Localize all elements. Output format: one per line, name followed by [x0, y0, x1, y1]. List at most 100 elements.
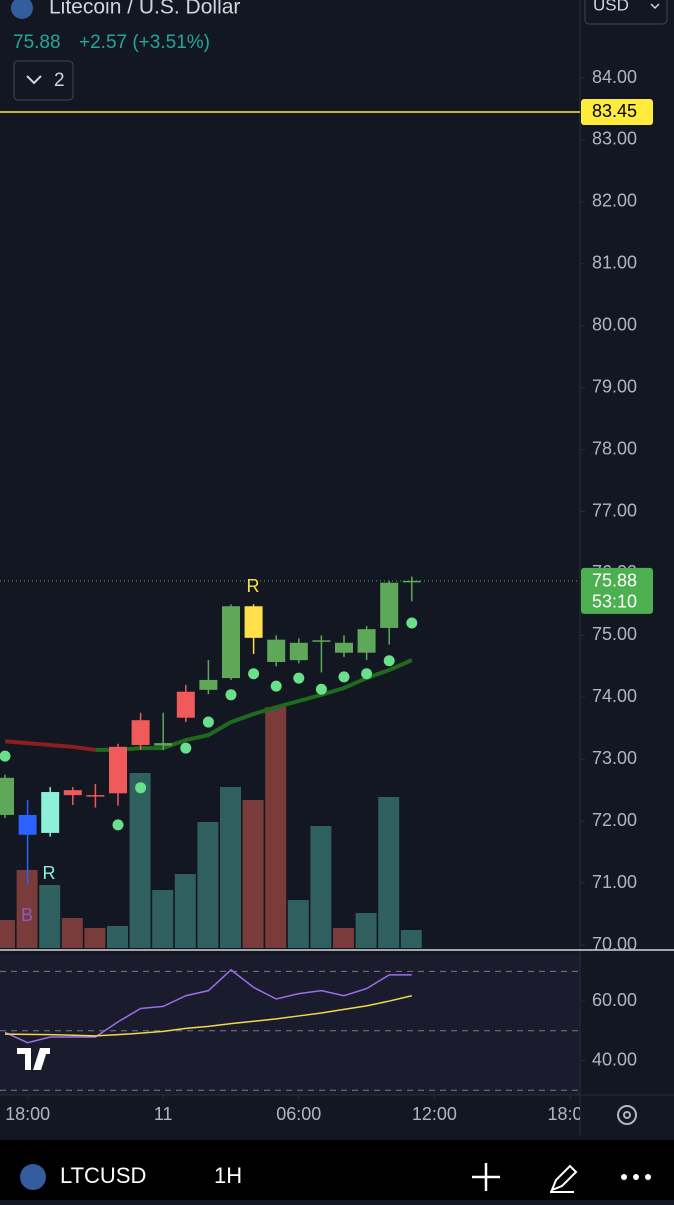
candle-body: [63, 790, 82, 796]
volume-bar: [174, 874, 196, 948]
volume-bar: [265, 707, 287, 948]
y-tick-label: 78.00: [592, 438, 637, 458]
volume-bar: [310, 826, 332, 948]
volume-bar: [197, 822, 219, 948]
volume-bar: [242, 800, 264, 948]
coin-icon: [20, 1164, 46, 1190]
candle-body: [18, 814, 37, 835]
price-label-bg: [581, 567, 653, 614]
sar-dot: [270, 680, 282, 692]
volume-bar: [0, 920, 15, 948]
signal-marker: R: [43, 863, 56, 883]
bottom-bar: [0, 1140, 674, 1200]
moving-average: [4, 739, 96, 752]
alert-label-bg: [581, 99, 653, 126]
tv-logo: [17, 1048, 50, 1070]
candle-body: [267, 639, 286, 662]
x-tick-label: 18:00: [547, 1104, 592, 1124]
candle-body: [176, 691, 195, 718]
y-tick-label: 75.00: [592, 624, 637, 644]
last-price: 75.88: [13, 32, 61, 53]
x-tick-label: 18:00: [5, 1104, 50, 1124]
draw-icon[interactable]: [550, 1164, 578, 1193]
sar-dot: [112, 819, 124, 831]
coin-icon: [11, 0, 33, 19]
sar-dot: [180, 742, 192, 754]
rsi-line: [4, 968, 412, 1044]
rsi-line: [4, 994, 412, 1037]
settings-icon-center: [623, 1111, 631, 1119]
rsi-tick-label: 40.00: [592, 1049, 637, 1069]
volume-bar: [220, 787, 241, 948]
y-tick-label: 79.00: [592, 376, 637, 396]
volume-bar: [400, 930, 422, 948]
moving-average: [95, 658, 413, 752]
symbol-name: Litecoin / U.S. Dollar: [49, 0, 240, 19]
rsi-pane: [0, 955, 580, 1095]
y-tick-label: 70.00: [592, 934, 637, 954]
y-tick-label: 83.00: [592, 129, 637, 149]
sar-dot: [202, 716, 214, 728]
settings-icon[interactable]: [617, 1105, 637, 1125]
indicator-toggle[interactable]: [13, 60, 74, 101]
footer-interval[interactable]: 1H: [214, 1163, 242, 1188]
alert-label: 83.45: [592, 101, 637, 121]
sar-dot: [248, 668, 260, 680]
price-label: 75.88: [592, 571, 637, 591]
x-tick-label: 06:00: [276, 1104, 321, 1124]
sar-dot: [338, 671, 350, 683]
chevron: [26, 75, 42, 85]
add-icon[interactable]: [472, 1163, 500, 1191]
candle-body: [335, 642, 353, 653]
volume-bar: [107, 926, 128, 948]
volume-bar: [152, 890, 174, 948]
y-tick-label: 72.00: [592, 810, 637, 830]
y-tick-label: 77.00: [592, 500, 637, 520]
sar-dot: [225, 689, 237, 701]
sar-dot: [135, 782, 147, 794]
y-tick-label: 73.00: [592, 748, 637, 768]
more-icon[interactable]: [621, 1174, 651, 1180]
price-countdown: 53:10: [592, 592, 637, 612]
sar-dot: [383, 655, 395, 667]
volume-bar: [16, 870, 38, 948]
x-tick-label: 11: [154, 1104, 173, 1124]
y-tick-label: 71.00: [592, 872, 637, 892]
chevron: [650, 3, 660, 10]
candle-body: [199, 679, 218, 690]
signal-marker: R: [247, 576, 260, 596]
sar-dot: [0, 750, 11, 762]
currency-select[interactable]: [584, 0, 668, 25]
volume-bar: [378, 797, 400, 948]
volume-bar: [39, 885, 61, 948]
candle-body: [41, 792, 60, 833]
x-tick-label: 12:00: [412, 1104, 457, 1124]
candle-body: [154, 743, 173, 746]
candle-body: [380, 582, 399, 628]
currency: USD: [593, 0, 629, 14]
footer-symbol[interactable]: LTCUSD: [60, 1163, 146, 1188]
sar-dot: [315, 683, 327, 695]
candle-body: [357, 629, 376, 653]
price-change: +2.57 (+3.51%): [79, 32, 210, 53]
y-tick-label: 81.00: [592, 253, 637, 273]
candle-body: [86, 795, 105, 797]
y-tick-label: 74.00: [592, 686, 637, 706]
candle-body: [402, 580, 421, 583]
volume-bar: [61, 918, 83, 948]
candle-body: [289, 642, 308, 661]
volume-bar: [84, 928, 106, 948]
volume-bar: [355, 913, 377, 948]
candle-body: [312, 640, 331, 642]
y-tick-label: 80.00: [592, 314, 637, 334]
rsi-tick-label: 60.00: [592, 990, 637, 1010]
sar-dot: [361, 668, 373, 680]
candle-body: [131, 720, 150, 745]
candle-body: [0, 777, 14, 815]
y-tick-label: 84.00: [592, 67, 637, 87]
y-tick-label: 82.00: [592, 191, 637, 211]
signal-marker: B: [21, 905, 33, 925]
volume-bar: [129, 773, 151, 948]
